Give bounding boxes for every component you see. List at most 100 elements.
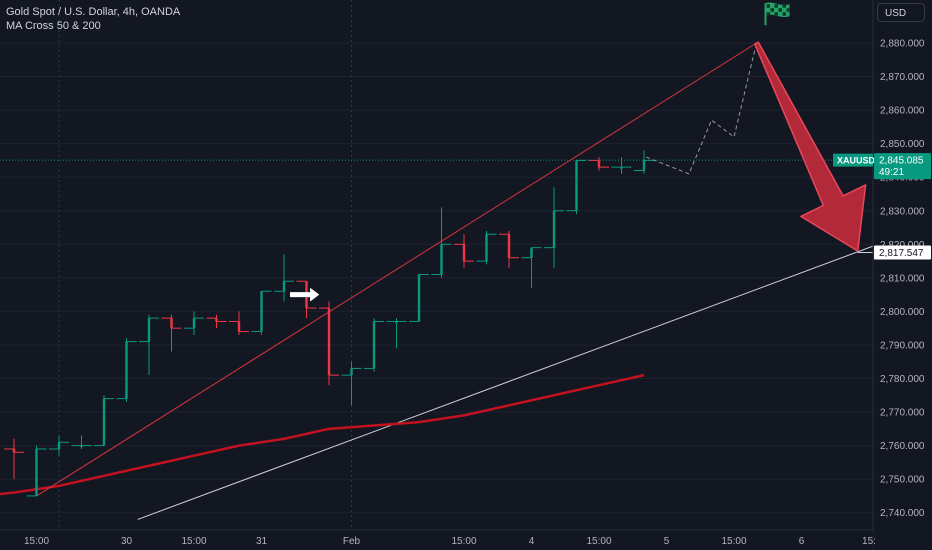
candle[interactable] bbox=[251, 290, 272, 335]
candle-body bbox=[215, 318, 218, 322]
target-price-value: 2,817.547 bbox=[879, 248, 924, 259]
flag-check bbox=[786, 8, 790, 12]
y-tick-label: 2,810.000 bbox=[880, 273, 925, 284]
grid bbox=[0, 0, 873, 530]
candle[interactable] bbox=[634, 150, 654, 174]
indicator-title[interactable]: MA Cross 50 & 200 bbox=[6, 20, 101, 32]
target-price-bg bbox=[874, 245, 931, 260]
y-tick-label: 2,820.000 bbox=[880, 240, 925, 251]
x-tick-label: 31 bbox=[256, 536, 268, 547]
y-tick-label: 2,870.000 bbox=[880, 72, 925, 83]
y-tick-label: 2,790.000 bbox=[880, 340, 925, 351]
candle[interactable] bbox=[499, 230, 519, 268]
y-tick-label: 2,770.000 bbox=[880, 408, 925, 419]
candle[interactable] bbox=[341, 361, 362, 406]
y-tick-label: 2,860.000 bbox=[880, 106, 925, 117]
candle-body bbox=[102, 398, 106, 446]
flag-check bbox=[766, 12, 770, 16]
candle[interactable] bbox=[184, 311, 204, 335]
candle-body bbox=[237, 321, 241, 332]
candle[interactable] bbox=[94, 395, 114, 447]
candle-body bbox=[620, 167, 623, 169]
x-tick-label: 15:00 bbox=[586, 536, 611, 547]
y-tick-label: 2,780.000 bbox=[880, 374, 925, 385]
ma-line[interactable] bbox=[0, 373, 645, 496]
candle[interactable] bbox=[139, 314, 159, 376]
candle[interactable] bbox=[521, 247, 542, 288]
candle[interactable] bbox=[454, 234, 474, 268]
candles bbox=[4, 150, 654, 497]
candle-body bbox=[125, 341, 128, 399]
white-arrow-icon[interactable] bbox=[290, 288, 319, 302]
price-axis: 2,740.000 2,750.000 2,760.000 2,770.000 2,78… bbox=[872, 0, 932, 550]
y-tick-label: 2,850.000 bbox=[880, 139, 925, 150]
support-line[interactable] bbox=[137, 237, 897, 520]
candle[interactable] bbox=[386, 318, 407, 349]
candle-body bbox=[147, 318, 151, 342]
candle[interactable] bbox=[206, 314, 227, 329]
candle[interactable] bbox=[274, 254, 294, 302]
candle[interactable] bbox=[409, 273, 429, 322]
candle[interactable] bbox=[49, 435, 69, 456]
candle[interactable] bbox=[566, 159, 587, 215]
candle[interactable] bbox=[26, 445, 47, 497]
current-price-bg bbox=[874, 153, 931, 180]
symbol-tag-bg bbox=[833, 153, 873, 167]
flag-check bbox=[782, 4, 786, 8]
flag-check bbox=[766, 4, 770, 8]
candle[interactable] bbox=[589, 157, 609, 171]
y-tick-label: 2,880.000 bbox=[880, 39, 925, 50]
current-price-value: 2,845.085 bbox=[879, 156, 924, 167]
candle[interactable] bbox=[116, 338, 137, 402]
x-tick-label: 15:00 bbox=[24, 536, 49, 547]
candle-body bbox=[192, 318, 196, 329]
candle-body bbox=[485, 234, 488, 262]
candle-body bbox=[282, 281, 286, 292]
candle-body bbox=[80, 445, 83, 448]
price-axis-bg bbox=[873, 0, 932, 550]
x-tick-label: 15:00 bbox=[721, 536, 746, 547]
currency-button[interactable]: USD bbox=[877, 3, 925, 22]
candle[interactable] bbox=[364, 318, 384, 372]
x-tick-label: 15:00 bbox=[181, 536, 206, 547]
candle[interactable] bbox=[161, 314, 182, 352]
candle[interactable] bbox=[4, 438, 24, 480]
y-tick-label: 2,740.000 bbox=[880, 508, 925, 519]
rising-trendline[interactable] bbox=[36, 42, 757, 497]
symbol-title[interactable]: Gold Spot / U.S. Dollar, 4h, OANDA bbox=[6, 6, 181, 18]
time-axis: 15:00 30 15:00 31 Feb 15:00 4 15:00 5 15:00 6 15: bbox=[0, 529, 876, 550]
candle-body bbox=[417, 274, 421, 322]
x-tick-label: 5 bbox=[664, 536, 670, 547]
checkered-flag-icon[interactable] bbox=[764, 2, 791, 26]
candle[interactable] bbox=[476, 230, 497, 265]
candle-body bbox=[260, 291, 263, 332]
candle[interactable] bbox=[319, 301, 339, 386]
plot-background bbox=[0, 0, 873, 530]
chart-legend: Gold Spot / U.S. Dollar, 4h, OANDA MA Cr… bbox=[6, 5, 180, 33]
candle[interactable] bbox=[611, 157, 632, 174]
flag-check bbox=[778, 8, 782, 12]
candle-body bbox=[552, 210, 556, 248]
candle-body bbox=[12, 448, 16, 453]
candle-body bbox=[642, 160, 646, 171]
symbol-tag: XAUUSD bbox=[837, 156, 876, 166]
candle[interactable] bbox=[431, 207, 452, 278]
candle-body bbox=[462, 244, 466, 262]
flag-check bbox=[774, 4, 778, 8]
target-price-label[interactable]: 2,817.547 bbox=[874, 245, 931, 260]
candle-body bbox=[395, 321, 398, 323]
projection-path[interactable] bbox=[646, 42, 757, 175]
candle[interactable] bbox=[544, 187, 564, 268]
countdown-value: 49:21 bbox=[879, 167, 904, 178]
down-arrow[interactable] bbox=[753, 41, 867, 252]
candle-body bbox=[507, 234, 511, 258]
candle[interactable] bbox=[229, 311, 249, 335]
candle[interactable] bbox=[71, 435, 92, 449]
candle-body bbox=[170, 318, 173, 329]
y-tick-label: 2,750.000 bbox=[880, 475, 925, 486]
x-tick-label: 6 bbox=[799, 536, 805, 547]
flag-check bbox=[782, 12, 786, 16]
y-tick-label: 2,800.000 bbox=[880, 307, 925, 318]
